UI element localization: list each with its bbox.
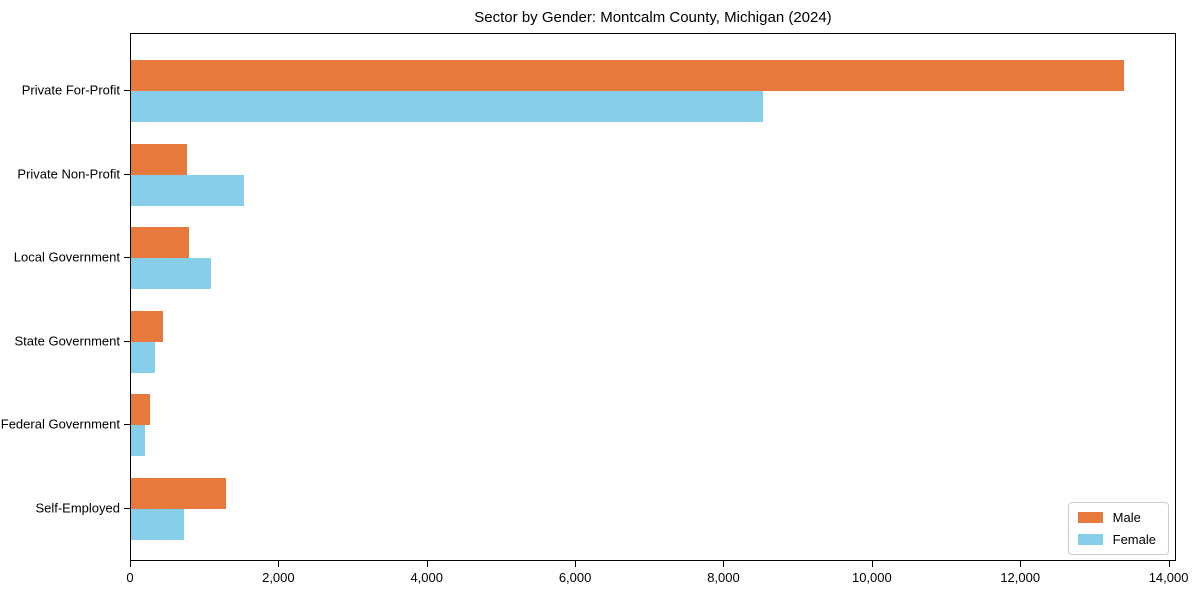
bar-female-state-government xyxy=(131,341,156,373)
plot-area: Male Female xyxy=(130,33,1176,561)
xtick-mark xyxy=(1020,561,1022,567)
ytick-label-private-for-profit: Private For-Profit xyxy=(21,82,120,98)
bar-male-private-non-profit xyxy=(131,143,187,175)
xtick-mark xyxy=(130,561,131,567)
xtick-label-6-000: 6,000 xyxy=(558,570,592,585)
xtick-label-8-000: 8,000 xyxy=(707,570,740,585)
legend-label-male: Male xyxy=(1112,510,1141,525)
bar-female-self-employed xyxy=(131,509,184,540)
bar-female-federal-government xyxy=(131,425,146,457)
ytick-mark xyxy=(124,508,130,509)
legend: Male Female xyxy=(1067,502,1169,555)
bar-female-private-non-profit xyxy=(131,174,244,206)
bar-female-local-government xyxy=(131,258,211,290)
xtick-label-12-000: 12,000 xyxy=(1000,570,1041,585)
ytick-label-federal-government: Federal Government xyxy=(0,416,120,432)
ytick-label-self-employed: Self-Employed xyxy=(35,500,120,516)
bar-male-self-employed xyxy=(131,478,226,509)
xtick-mark xyxy=(1168,561,1170,567)
xtick-label-14-000: 14,000 xyxy=(1148,570,1189,585)
ytick-label-state-government: State Government xyxy=(14,333,121,349)
xtick-label-4-000: 4,000 xyxy=(410,570,444,585)
bar-male-local-government xyxy=(131,227,190,259)
ytick-mark xyxy=(124,173,130,175)
legend-label-female: Female xyxy=(1112,532,1156,547)
xtick-label-2-000: 2,000 xyxy=(262,570,295,585)
legend-item-male: Male xyxy=(1077,510,1156,525)
xtick-mark xyxy=(575,561,577,567)
legend-item-female: Female xyxy=(1077,532,1156,547)
bar-male-state-government xyxy=(131,310,163,342)
xtick-label-0: 0 xyxy=(126,570,134,585)
bar-male-federal-government xyxy=(131,394,150,426)
bar-male-private-for-profit xyxy=(131,60,1124,91)
ytick-mark xyxy=(124,340,130,342)
ytick-mark xyxy=(124,90,130,91)
xtick-label-10-000: 10,000 xyxy=(851,570,892,585)
legend-swatch-female xyxy=(1077,534,1103,545)
bar-female-private-for-profit xyxy=(131,91,763,122)
chart-title: Sector by Gender: Montcalm County, Michi… xyxy=(474,9,832,26)
xtick-mark xyxy=(426,561,428,567)
ytick-label-private-non-profit: Private Non-Profit xyxy=(17,166,120,182)
legend-swatch-male xyxy=(1077,512,1103,523)
xtick-mark xyxy=(278,561,280,567)
xtick-mark xyxy=(871,561,873,567)
ytick-mark xyxy=(124,424,130,426)
ytick-label-local-government: Local Government xyxy=(13,249,120,265)
xtick-mark xyxy=(723,561,725,567)
ytick-mark xyxy=(124,257,130,259)
